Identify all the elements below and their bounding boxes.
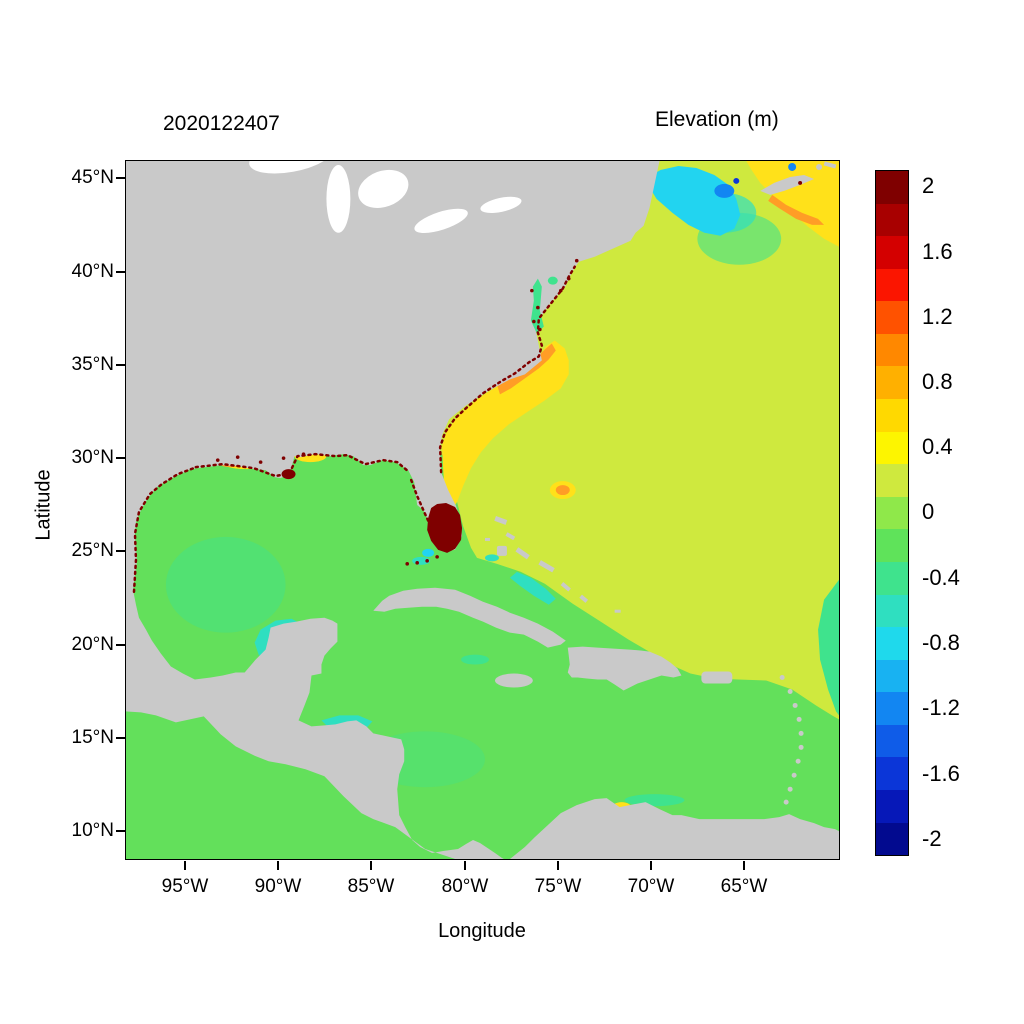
navy-dot [733,177,740,184]
colorbar-segment [876,724,908,758]
surge-maxima [281,469,463,553]
colorbar-label: -2 [922,826,942,851]
colorbar-gradient [875,170,909,856]
colorbar-segment [876,431,908,465]
y-tick-label: 15°N [71,727,114,748]
y-tick-label: 40°N [71,261,114,282]
cuba-island [373,587,566,648]
colorbar-segment [876,366,908,400]
lake-superior [249,161,332,174]
colorbar-label: 0 [922,499,935,524]
colorbar-segment [876,268,908,302]
colorbar-segment [876,561,908,595]
delaware-bay [547,276,558,285]
x-tick-mark [370,861,372,870]
y-tick-mark [116,271,125,273]
colorbar-segment [876,789,908,823]
y-tick-mark [116,644,125,646]
timestamp-title: 2020122407 [163,112,280,135]
south-florida-surge-blob [427,503,463,553]
coastal-speckle-layer [132,265,576,594]
colorbar-label: -1.6 [922,761,960,786]
north-central-america-land [126,161,660,859]
x-tick-label: 95°W [161,876,209,897]
lake-huron [358,169,409,208]
colorbar-label: -0.4 [922,565,960,590]
y-tick-mark [116,737,125,739]
colorbar-segment [876,496,908,530]
colorbar-segment [876,464,908,497]
y-tick-label: 35°N [71,354,114,375]
colorbar-segment [876,594,908,628]
cyan-patches [644,165,741,236]
jamaica-island [494,673,533,688]
land-layer [126,161,839,859]
y-axis-label: Latitude [32,469,55,541]
elevation-map [126,161,839,859]
y-tick-label: 20°N [71,634,114,655]
colorbar-label: -0.8 [922,630,960,655]
south-america-land [509,798,839,859]
y-tick-label: 30°N [71,447,114,468]
x-tick-mark [464,861,466,870]
y-tick-label: 25°N [71,540,114,561]
lesser-antilles-islands [779,675,804,805]
y-tick-mark [116,364,125,366]
blue-patches [714,162,797,198]
x-tick-label: 80°W [441,876,489,897]
mississippi-delta-blob [281,469,296,480]
x-tick-label: 70°W [627,876,675,897]
x-tick-mark [743,861,745,870]
colorbar-segment [876,692,908,725]
y-tick-mark [116,457,125,459]
colorbar-segment [876,529,908,562]
colorbar-segment [876,236,908,269]
bahamas-islands [484,516,621,613]
x-tick-mark [557,861,559,870]
colorbar-label: 0.8 [922,369,953,394]
colorbar-label: -1.2 [922,695,960,720]
colorbar-segment [876,171,908,204]
lake-erie [414,208,468,233]
colorbar-segment [876,627,908,660]
colorbar-label: 2 [922,173,935,198]
colorbar-segment [876,301,908,334]
colorbar-label: 1.2 [922,304,953,329]
colorbar-title: Elevation (m) [655,108,779,131]
puerto-rico-island [701,671,733,684]
x-axis-label: Longitude [438,920,526,942]
hispaniola-island [567,646,682,691]
y-tick-label: 45°N [71,167,114,188]
great-lakes-layer [249,161,522,233]
colorbar-segment [876,822,908,856]
map-plot-area [125,160,840,860]
colorbar-segment [876,333,908,367]
speckle-dots [215,180,803,566]
x-tick-mark [184,861,186,870]
lake-ontario [480,196,522,213]
x-tick-mark [277,861,279,870]
y-tick-label: 10°N [71,820,114,841]
colorbar-segment [876,203,908,237]
y-tick-mark [116,550,125,552]
x-tick-mark [650,861,652,870]
x-tick-label: 65°W [720,876,768,897]
x-tick-label: 75°W [534,876,582,897]
florida-cyan-spot [422,548,435,557]
y-tick-mark [116,830,125,832]
colorbar-label: 1.6 [922,239,953,264]
nova-scotia-islands [760,161,837,195]
spring-green-patches [165,212,839,807]
lake-michigan [326,164,351,233]
colorbar-label: 0.4 [922,434,953,459]
x-tick-label: 85°W [347,876,395,897]
x-tick-label: 90°W [254,876,302,897]
colorbar-segment [876,757,908,790]
colorbar-segment [876,659,908,693]
colorbar-segment [876,399,908,432]
y-tick-mark [116,177,125,179]
